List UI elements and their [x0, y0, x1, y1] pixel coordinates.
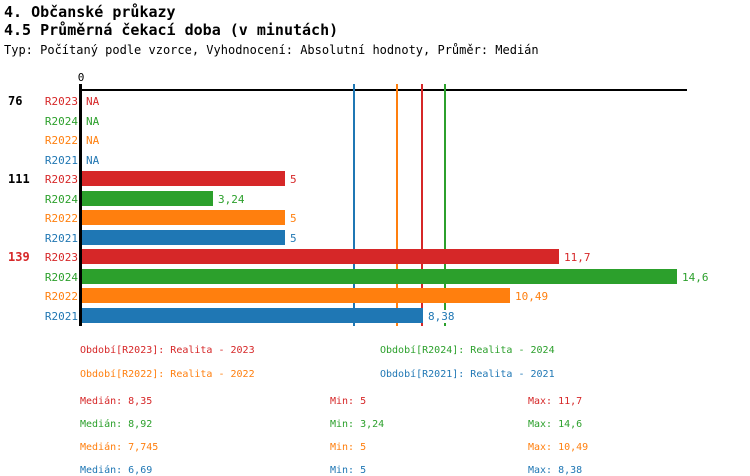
value-label: 10,49: [514, 290, 550, 303]
series-label-r2024: R2024: [44, 270, 78, 284]
median-line-r2021: [353, 84, 355, 326]
bar-row: 139 R2023 11,7: [0, 247, 750, 267]
chart-title: 4.5 Průměrná čekací doba (v minutách): [4, 21, 339, 39]
median-line-r2023: [421, 84, 423, 326]
series-label-r2021: R2021: [44, 153, 78, 167]
bar-rows: 76 R2023 NA R2024 NA R2022 NA R2021 NA 111 R2023 5 R…: [0, 91, 750, 325]
series-label-r2022: R2022: [44, 290, 78, 303]
series-label-r2022: R2022: [44, 134, 78, 147]
bar-row: R2022 5: [0, 208, 750, 228]
group-label: 111: [8, 172, 30, 186]
legend-item-r2024: Období[R2024]: Realita - 2024: [380, 345, 555, 356]
series-label-r2024: R2024: [44, 192, 78, 206]
stat-max-r2024: Max: 14,6: [528, 419, 583, 430]
value-label: 5: [289, 212, 298, 225]
series-label-r2023: R2023: [44, 95, 78, 108]
bar-row: R2024 3,24: [0, 189, 750, 209]
group-label: 76: [8, 94, 23, 108]
bar-r2024: [82, 268, 677, 284]
value-label: 5: [289, 173, 298, 186]
page-title: 4. Občanské průkazy: [4, 3, 176, 21]
stat-median-r2024: Medián: 8,92: [80, 419, 153, 430]
legend-item-r2022: Období[R2022]: Realita - 2022: [80, 369, 255, 380]
axis-vertical-line: [79, 84, 82, 326]
bar-r2023: [82, 171, 285, 186]
value-label: 3,24: [217, 192, 246, 206]
chart-meta-line: Typ: Počítaný podle vzorce, Vyhodnocení:…: [4, 43, 539, 57]
bar-row: 76 R2023 NA: [0, 91, 750, 111]
stat-min-r2023: Min: 5: [330, 396, 367, 407]
group-label: 139: [8, 250, 30, 264]
legend-item-r2023: Období[R2023]: Realita - 2023: [80, 345, 255, 356]
bar-row: R2024 NA: [0, 111, 750, 131]
stat-min-r2021: Min: 5: [330, 465, 367, 476]
series-label-r2023: R2023: [44, 251, 78, 264]
stat-max-r2022: Max: 10,49: [528, 442, 589, 453]
value-label: NA: [85, 95, 101, 108]
bar-row: R2021 8,38: [0, 306, 750, 326]
axis-horizontal-line: [81, 89, 687, 91]
bar-row: R2021 5: [0, 228, 750, 248]
bar-r2022: [82, 288, 510, 303]
median-line-r2024: [444, 84, 446, 326]
value-label: NA: [85, 153, 101, 167]
series-label-r2021: R2021: [44, 231, 78, 245]
stat-median-r2021: Medián: 6,69: [80, 465, 153, 476]
stat-max-r2023: Max: 11,7: [528, 396, 583, 407]
value-label: NA: [85, 114, 101, 128]
bar-row: R2021 NA: [0, 150, 750, 170]
value-label: 5: [289, 231, 298, 245]
value-label: NA: [85, 134, 101, 147]
bar-row: R2022 10,49: [0, 286, 750, 306]
series-label-r2024: R2024: [44, 114, 78, 128]
series-label-r2021: R2021: [44, 309, 78, 323]
stat-max-r2021: Max: 8,38: [528, 465, 583, 476]
median-line-r2022: [396, 84, 398, 326]
bar-r2021: [82, 307, 423, 323]
bar-row: R2024 14,6: [0, 267, 750, 287]
bar-r2023: [82, 249, 559, 264]
stat-min-r2024: Min: 3,24: [330, 419, 385, 430]
legend-item-r2021: Období[R2021]: Realita - 2021: [380, 369, 555, 380]
value-label: 8,38: [427, 309, 456, 323]
stat-median-r2022: Medián: 7,745: [80, 442, 159, 453]
value-label: 11,7: [563, 251, 592, 264]
axis-zero-tick-label: 0: [77, 71, 85, 84]
bar-row: 111 R2023 5: [0, 169, 750, 189]
bar-r2024: [82, 190, 213, 206]
series-label-r2022: R2022: [44, 212, 78, 225]
value-label: 14,6: [681, 270, 710, 284]
stat-min-r2022: Min: 5: [330, 442, 367, 453]
bar-r2022: [82, 210, 285, 225]
bar-row: R2022 NA: [0, 130, 750, 150]
stat-median-r2023: Medián: 8,35: [80, 396, 153, 407]
series-label-r2023: R2023: [44, 173, 78, 186]
bar-r2021: [82, 229, 285, 245]
